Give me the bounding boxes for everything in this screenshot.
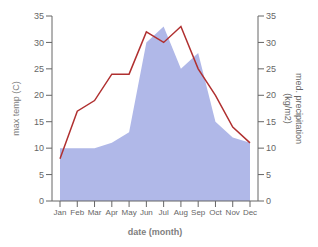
svg-text:Jul: Jul xyxy=(159,208,169,217)
svg-text:0: 0 xyxy=(39,196,44,206)
svg-text:Jun: Jun xyxy=(140,208,153,217)
svg-text:med. precipitation(kg/m2): med. precipitation(kg/m2) xyxy=(283,73,304,144)
svg-text:Jan: Jan xyxy=(54,208,67,217)
svg-text:10: 10 xyxy=(34,143,44,153)
svg-text:15: 15 xyxy=(34,117,44,127)
svg-text:30: 30 xyxy=(266,38,276,48)
svg-text:35: 35 xyxy=(34,11,44,21)
svg-text:Nov: Nov xyxy=(226,208,240,217)
svg-text:30: 30 xyxy=(34,38,44,48)
svg-text:15: 15 xyxy=(266,117,276,127)
svg-text:25: 25 xyxy=(34,64,44,74)
svg-text:25: 25 xyxy=(266,64,276,74)
svg-text:Apr: Apr xyxy=(106,208,119,217)
svg-text:Sep: Sep xyxy=(191,208,206,217)
svg-text:May: May xyxy=(122,208,137,217)
svg-text:20: 20 xyxy=(34,90,44,100)
svg-text:Oct: Oct xyxy=(209,208,222,217)
svg-text:5: 5 xyxy=(266,170,271,180)
svg-text:5: 5 xyxy=(39,170,44,180)
svg-text:Feb: Feb xyxy=(70,208,84,217)
svg-text:10: 10 xyxy=(266,143,276,153)
svg-text:date (month): date (month) xyxy=(128,227,183,237)
svg-text:Aug: Aug xyxy=(174,208,188,217)
svg-text:Dec: Dec xyxy=(243,208,257,217)
svg-text:0: 0 xyxy=(266,196,271,206)
svg-text:max temp (C): max temp (C) xyxy=(11,81,21,136)
svg-text:20: 20 xyxy=(266,90,276,100)
svg-text:Mar: Mar xyxy=(88,208,102,217)
svg-text:35: 35 xyxy=(266,11,276,21)
